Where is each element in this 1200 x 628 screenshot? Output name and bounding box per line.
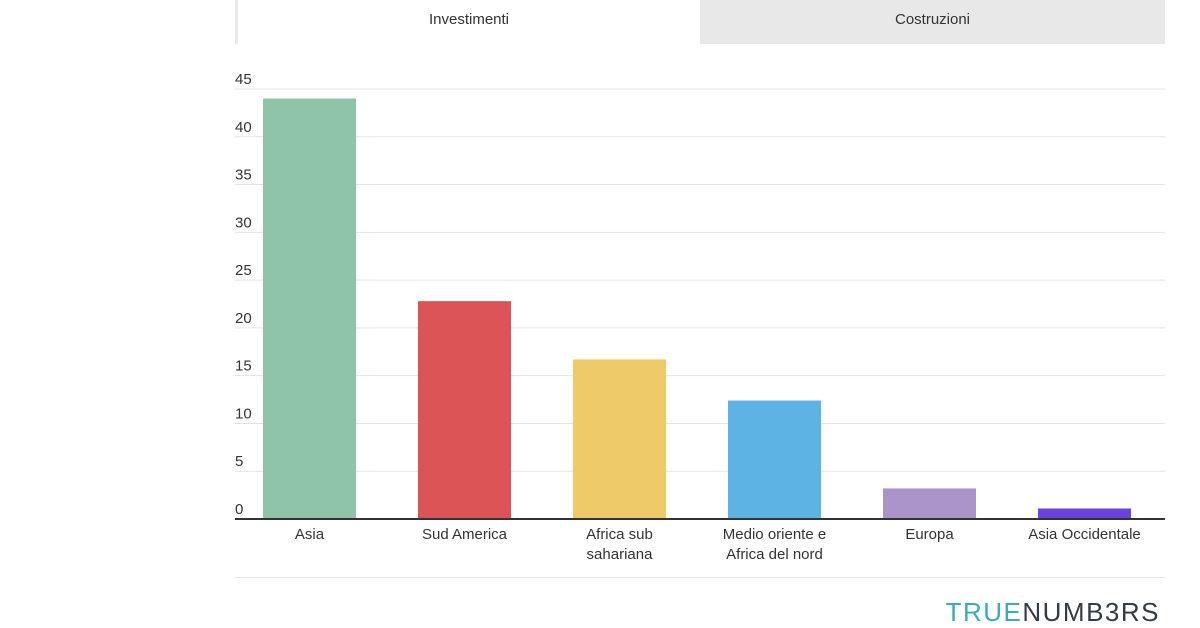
y-tick-label: 40 xyxy=(235,119,252,136)
chart-tabs: Investimenti Costruzioni xyxy=(235,0,1165,44)
y-tick-label: 20 xyxy=(235,310,252,327)
bar[interactable] xyxy=(1038,508,1131,519)
x-category-label: Europa xyxy=(905,526,954,543)
logo-text-numb3rs: NUMB3RS xyxy=(1022,597,1160,627)
x-category-label: Sud America xyxy=(422,526,508,543)
y-tick-label: 25 xyxy=(235,262,252,279)
y-tick-label: 30 xyxy=(235,214,252,231)
truenumbers-logo: TRUENUMB3RS xyxy=(946,597,1160,627)
bottom-divider xyxy=(235,577,1165,578)
x-category-label: Asia Occidentale xyxy=(1028,526,1141,543)
x-category-label: Africa sub sahariana xyxy=(586,526,653,563)
y-tick-label: 0 xyxy=(235,501,243,518)
y-tick-label: 5 xyxy=(235,453,243,470)
y-tick-label: 15 xyxy=(235,358,252,375)
y-tick-label: 35 xyxy=(235,167,252,184)
x-category-label: Medio oriente e Africa del nord xyxy=(723,526,826,563)
y-tick-label: 10 xyxy=(235,405,252,422)
x-category-label: Asia xyxy=(295,526,325,543)
tab-costruzioni[interactable]: Costruzioni xyxy=(700,0,1165,44)
bar[interactable] xyxy=(418,301,511,519)
logo-text-true: TRUE xyxy=(945,597,1023,627)
bar[interactable] xyxy=(728,400,821,519)
bar[interactable] xyxy=(573,359,666,519)
bar[interactable] xyxy=(263,98,356,520)
y-tick-label: 45 xyxy=(235,71,252,88)
tab-investimenti[interactable]: Investimenti xyxy=(235,0,700,44)
bar[interactable] xyxy=(883,488,976,519)
